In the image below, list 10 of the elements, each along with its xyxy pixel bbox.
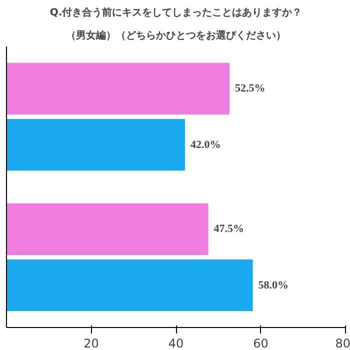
x-tick-label: 80: [335, 336, 350, 350]
data-label: 47.5%: [214, 223, 244, 236]
x-tick-label: 40: [168, 336, 184, 350]
data-label: 42.0%: [190, 138, 221, 151]
chart-title: Q.付き合う前にキスをしてしまったことはありますか？: [50, 6, 302, 18]
x-tick-label: 20: [84, 336, 99, 350]
chart-subtitle: （男女編）（どちらかひとつをお選びください）: [66, 30, 286, 42]
data-label: 52.5%: [234, 82, 266, 95]
x-tick-label: 60: [253, 336, 268, 350]
data-label: 58.0%: [258, 279, 289, 292]
